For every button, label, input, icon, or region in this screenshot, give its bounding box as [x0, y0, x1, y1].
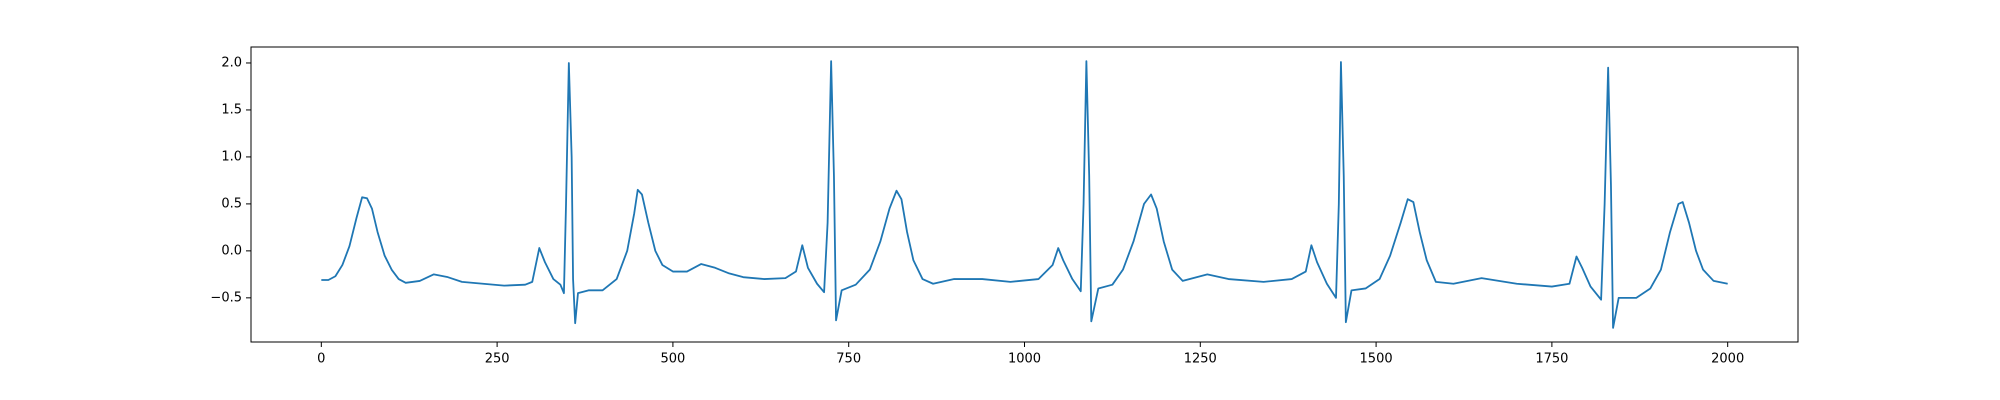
y-tick-label: 1.0 [221, 149, 242, 164]
x-tick-label: 500 [660, 352, 685, 367]
plot-frame [250, 46, 1799, 343]
y-tick-label: −0.5 [210, 290, 242, 305]
x-tick-label: 1750 [1535, 352, 1568, 367]
line-series [321, 60, 1728, 329]
x-tick-label: 250 [485, 352, 510, 367]
x-tick-label: 750 [836, 352, 861, 367]
y-tick-label: 2.0 [221, 55, 242, 70]
x-tick-label: 1250 [1184, 352, 1217, 367]
y-tick-label: 1.5 [221, 102, 242, 117]
y-tick-label: 0.5 [221, 196, 242, 211]
x-tick-label: 1000 [1008, 352, 1041, 367]
x-tick-label: 2000 [1711, 352, 1744, 367]
y-tick-label: 0.0 [221, 243, 242, 258]
x-tick-label: 1500 [1360, 352, 1393, 367]
x-tick-label: 0 [317, 352, 325, 367]
